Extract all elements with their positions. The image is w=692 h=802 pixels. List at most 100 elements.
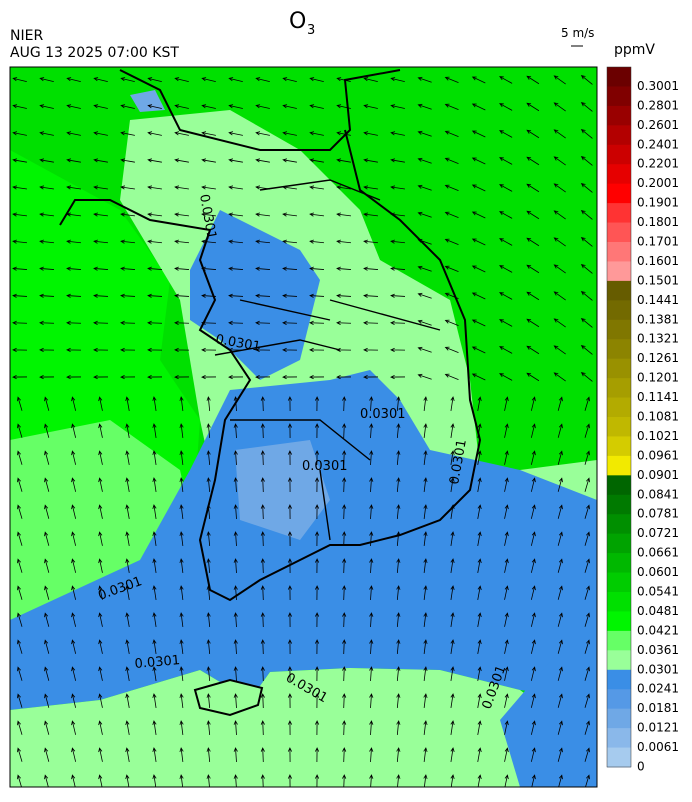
wind-arrow bbox=[66, 131, 81, 136]
wind-arrow bbox=[417, 346, 432, 353]
colorbar: 0.3001 0.2801 0.2601 0.2401 0.2201 0.2001 0.19… bbox=[606, 66, 679, 774]
wind-arrow bbox=[309, 77, 324, 83]
wind-arrow bbox=[423, 666, 428, 681]
wind-arrow bbox=[504, 423, 509, 438]
wind-arrow bbox=[553, 210, 566, 220]
wind-arrow bbox=[450, 558, 455, 573]
wind-arrow bbox=[98, 504, 103, 519]
colorbar-label: 0.0901 bbox=[637, 468, 679, 482]
wind-arrow bbox=[12, 212, 27, 217]
colorbar-swatch bbox=[607, 203, 631, 224]
wind-arrow bbox=[504, 450, 509, 465]
wind-arrow bbox=[530, 639, 536, 654]
contour-label: 0.0301 bbox=[360, 407, 406, 422]
colorbar-swatch bbox=[607, 669, 631, 690]
wind-arrow bbox=[363, 320, 379, 325]
field-region bbox=[130, 90, 330, 540]
island bbox=[193, 678, 264, 717]
wind-arrow bbox=[287, 693, 293, 709]
wind-arrow bbox=[580, 344, 593, 355]
colorbar-label: 0.1381 bbox=[637, 312, 679, 326]
wind-arrow bbox=[444, 211, 459, 219]
wind-arrow bbox=[120, 185, 135, 190]
wind-arrow bbox=[314, 720, 320, 736]
wind-arrow bbox=[369, 747, 374, 763]
wind-arrow bbox=[450, 531, 455, 546]
wind-arrow bbox=[201, 266, 217, 271]
wind-arrow bbox=[16, 450, 23, 465]
wind-arrow bbox=[396, 396, 401, 412]
wind-arrow bbox=[147, 266, 163, 271]
wind-arrow bbox=[125, 585, 130, 600]
wind-arrow bbox=[526, 210, 540, 220]
field-region bbox=[10, 370, 597, 710]
wind-arrow bbox=[147, 131, 162, 136]
wind-arrow bbox=[179, 693, 184, 708]
wind-arrow bbox=[201, 131, 216, 136]
wind-arrow bbox=[16, 639, 23, 654]
wind-arrow bbox=[147, 320, 163, 325]
wind-arrow bbox=[423, 504, 428, 519]
wind-arrow bbox=[125, 693, 130, 708]
field-region bbox=[190, 210, 320, 380]
wind-arrow bbox=[39, 77, 54, 83]
wind-arrow bbox=[369, 531, 374, 547]
wind-arrow bbox=[125, 612, 130, 627]
wind-arrow bbox=[98, 450, 103, 465]
wind-arrow bbox=[93, 131, 108, 136]
wind-arrow bbox=[584, 396, 591, 411]
colorbar-label: 0.0361 bbox=[637, 643, 679, 657]
wind-arrow bbox=[477, 423, 482, 438]
wind-arrow bbox=[396, 423, 401, 439]
wind-arrow bbox=[39, 347, 55, 353]
colorbar-label: 0.0181 bbox=[637, 701, 679, 715]
wind-arrow bbox=[98, 558, 103, 573]
wind-arrow bbox=[342, 612, 347, 628]
wind-arrow bbox=[120, 158, 135, 163]
wind-arrow bbox=[504, 585, 509, 600]
wind-arrow bbox=[201, 104, 216, 109]
wind-arrow bbox=[336, 212, 351, 217]
wind-arrow bbox=[16, 423, 23, 438]
wind-arrow bbox=[336, 239, 352, 244]
wind-arrow bbox=[314, 531, 320, 547]
wind-arrow bbox=[530, 666, 536, 681]
wind-arrow bbox=[39, 104, 54, 109]
wind-arrow bbox=[147, 239, 163, 244]
wind-arrow bbox=[260, 639, 265, 655]
wind-arrow bbox=[147, 158, 162, 163]
wind-arrow bbox=[526, 129, 540, 139]
wind-arrow bbox=[120, 104, 135, 109]
wind-arrow bbox=[228, 104, 243, 109]
wind-arrow bbox=[584, 639, 591, 654]
wind-arrow bbox=[363, 374, 379, 380]
wind-arrow bbox=[363, 347, 379, 353]
wind-arrow bbox=[342, 396, 347, 412]
wind-arrow bbox=[44, 450, 50, 465]
wind-arrow bbox=[228, 239, 244, 244]
wind-arrow bbox=[557, 666, 563, 681]
wind-arrow bbox=[504, 477, 509, 492]
wind-arrow bbox=[526, 183, 540, 193]
wind-arrow bbox=[282, 347, 298, 353]
wind-arrow bbox=[584, 747, 591, 762]
wind-arrow bbox=[233, 747, 238, 763]
wind-arrow bbox=[282, 320, 298, 325]
wind-arrow bbox=[504, 666, 509, 681]
wind-arrow bbox=[499, 319, 513, 327]
wind-arrow bbox=[450, 477, 455, 492]
wind-arrow bbox=[336, 104, 351, 109]
wind-arrow bbox=[584, 720, 591, 735]
wind-arrow bbox=[557, 639, 563, 654]
wind-arrow bbox=[233, 423, 238, 439]
colorbar-swatch bbox=[607, 436, 631, 457]
wind-arrow bbox=[98, 639, 103, 654]
colorbar-swatch bbox=[607, 144, 631, 165]
colorbar-swatch bbox=[607, 494, 631, 515]
wind-arrow bbox=[504, 612, 509, 627]
wind-arrow bbox=[206, 585, 211, 601]
wind-arrow bbox=[342, 720, 347, 736]
wind-arrow bbox=[93, 212, 108, 217]
wind-arrow bbox=[504, 747, 509, 762]
wind-arrow bbox=[444, 157, 459, 165]
